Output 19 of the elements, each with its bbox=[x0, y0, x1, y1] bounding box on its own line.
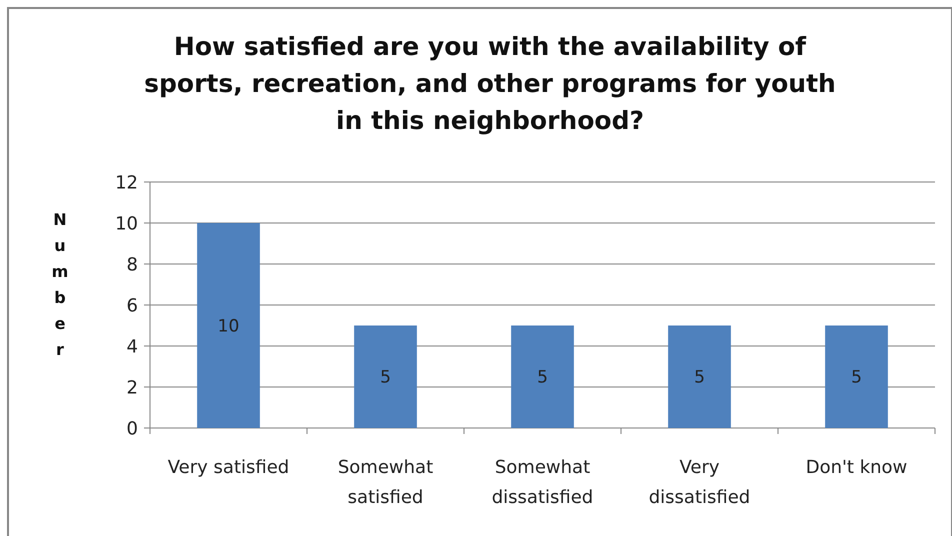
y-axis-title: Number bbox=[52, 210, 68, 359]
y-tick-label: 6 bbox=[126, 295, 138, 316]
chart-title: How satisfied are you with the availability of sports, recreation, and other programs for youth in this neighborhood? bbox=[144, 32, 836, 135]
x-tick-label: Very dissatisfied bbox=[648, 457, 750, 508]
x-tick-label: Very satisfied bbox=[168, 457, 290, 478]
y-tick-label: 10 bbox=[115, 213, 138, 234]
data-label: 5 bbox=[380, 368, 391, 388]
y-tick-label: 12 bbox=[115, 172, 138, 194]
data-label: 5 bbox=[537, 368, 548, 388]
x-tick-label: Somewhat satisfied bbox=[338, 457, 434, 508]
data-label: 5 bbox=[694, 368, 705, 388]
y-tick-label: 8 bbox=[126, 254, 138, 276]
y-tick-label: 0 bbox=[126, 418, 138, 440]
data-label: 5 bbox=[851, 368, 862, 388]
data-label: 10 bbox=[218, 316, 240, 336]
y-tick-label: 2 bbox=[126, 377, 138, 398]
x-tick-label: Somewhat dissatisfied bbox=[492, 457, 594, 508]
x-tick-label: Don't know bbox=[806, 457, 908, 478]
y-tick-label: 4 bbox=[126, 336, 138, 358]
